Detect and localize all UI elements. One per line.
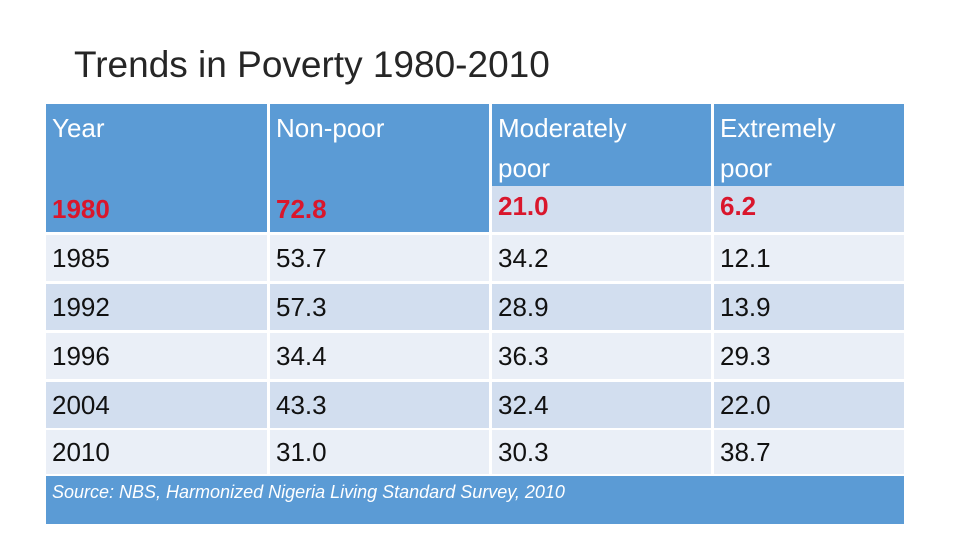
cell-non-poor: 53.7 [270,235,489,281]
cell-extremely-poor: 22.0 [714,382,904,428]
poverty-table: Year Non-poor Moderately poor Extremely … [46,104,904,524]
cell-year: 1996 [46,333,267,379]
header-moderately-poor: Moderately poor [492,104,711,186]
cell-extremely-poor: 12.1 [714,235,904,281]
cell-moderately-poor: 36.3 [492,333,711,379]
cell-year: 1992 [46,284,267,330]
cell-year: 2010 [46,430,267,474]
cell-moderately-poor: 34.2 [492,235,711,281]
cell-extremely-poor: 38.7 [714,430,904,474]
cell-non-poor: 34.4 [270,333,489,379]
table-source-note: Source: NBS, Harmonized Nigeria Living S… [46,476,904,524]
header-year: Year [46,104,267,186]
cell-year: 1985 [46,235,267,281]
cell-moderately-poor: 32.4 [492,382,711,428]
cell-non-poor: 72.8 [270,186,489,232]
cell-moderately-poor: 28.9 [492,284,711,330]
cell-year: 2004 [46,382,267,428]
cell-non-poor: 31.0 [270,430,489,474]
cell-extremely-poor: 6.2 [714,186,904,232]
cell-non-poor: 43.3 [270,382,489,428]
cell-non-poor: 57.3 [270,284,489,330]
header-extremely-poor: Extremely poor [714,104,904,186]
header-non-poor: Non-poor [270,104,489,186]
cell-moderately-poor: 21.0 [492,186,711,232]
cell-moderately-poor: 30.3 [492,430,711,474]
cell-year: 1980 [46,186,267,232]
cell-extremely-poor: 13.9 [714,284,904,330]
slide-title: Trends in Poverty 1980-2010 [74,44,550,85]
cell-extremely-poor: 29.3 [714,333,904,379]
